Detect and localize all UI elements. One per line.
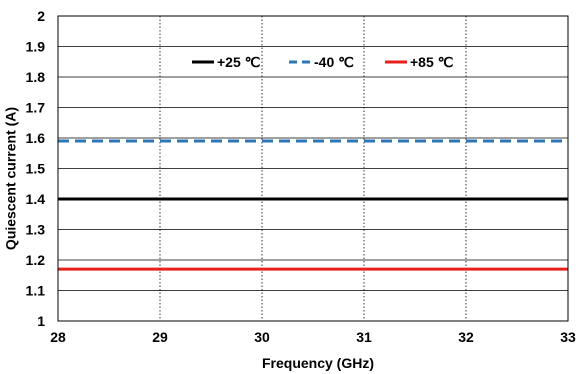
plot-area-frame xyxy=(57,15,569,322)
legend-label-1: -40 ℃ xyxy=(314,54,354,70)
series-lines xyxy=(58,139,568,271)
y-axis-title: Quiescent current (A) xyxy=(3,107,19,250)
x-tick-label: 29 xyxy=(152,329,168,345)
grid-lines xyxy=(58,16,568,321)
y-tick-label: 1 xyxy=(37,313,45,329)
legend: +25 ℃ -40 ℃ +85 ℃ xyxy=(192,54,454,70)
x-axis-title: Frequency (GHz) xyxy=(262,355,374,371)
y-tick-label: 2 xyxy=(37,8,45,24)
y-tick-label: 1.2 xyxy=(26,252,46,268)
x-tick-label: 30 xyxy=(254,329,270,345)
y-tick-label: 1.7 xyxy=(26,100,46,116)
y-tick-label: 1.3 xyxy=(26,222,46,238)
y-tick-label: 1.9 xyxy=(26,39,46,55)
x-tick-label: 28 xyxy=(50,329,66,345)
x-tick-label: 33 xyxy=(560,329,576,345)
y-tick-label: 1.8 xyxy=(26,69,46,85)
y-tick-label: 1.6 xyxy=(26,130,46,146)
y-axis-tick-labels: 1 1.1 1.2 1.3 1.4 1.5 1.6 1.7 1.8 1.9 2 xyxy=(26,8,46,329)
x-axis-tick-labels: 28 29 30 31 32 33 xyxy=(50,329,576,345)
y-tick-label: 1.5 xyxy=(26,161,46,177)
legend-label-0: +25 ℃ xyxy=(217,54,261,70)
legend-label-2: +85 ℃ xyxy=(410,54,454,70)
x-tick-label: 32 xyxy=(458,329,474,345)
y-tick-label: 1.4 xyxy=(26,191,46,207)
y-tick-label: 1.1 xyxy=(26,283,46,299)
x-tick-label: 31 xyxy=(356,329,372,345)
